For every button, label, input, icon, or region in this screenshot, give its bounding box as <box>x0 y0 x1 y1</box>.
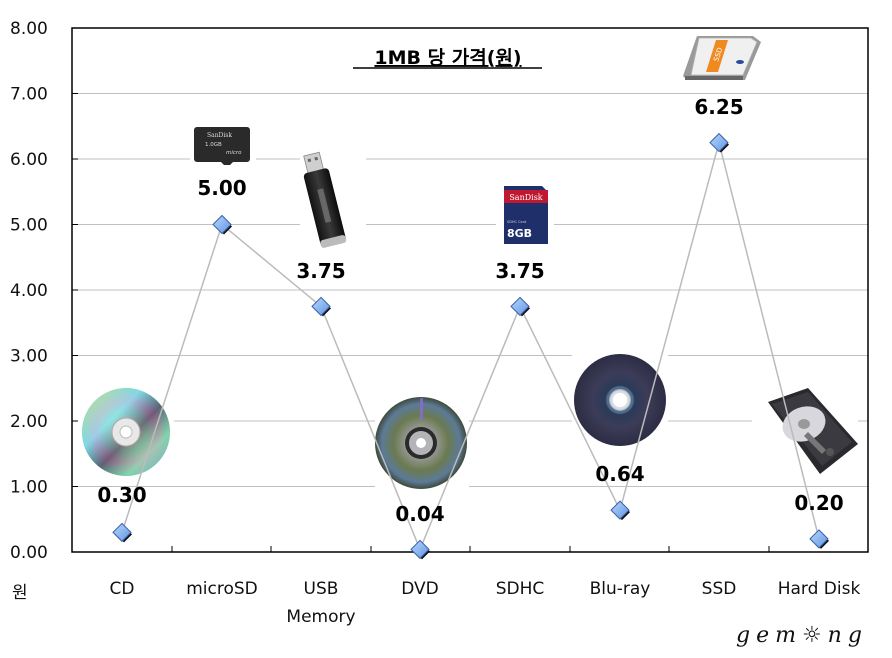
microsd-type: micro <box>226 150 242 156</box>
x-tick-label-usb-memory-line1: USB <box>304 579 339 599</box>
data-label-microsd: 5.00 <box>197 176 246 200</box>
data-point-bluray[interactable] <box>610 500 630 521</box>
sdhc-type: SDHC Card <box>507 220 526 224</box>
y-tick-label: 8.00 <box>10 19 48 39</box>
data-label-usb-memory: 3.75 <box>296 259 345 283</box>
series-line <box>121 139 820 552</box>
data-label-dvd: 0.04 <box>395 502 444 526</box>
data-point-microsd[interactable] <box>212 214 232 235</box>
chart-title: 1MB 당 가격(원) <box>374 47 521 69</box>
y-tick-label: 1.00 <box>10 478 48 498</box>
data-labels: 0.30 5.00 3.75 0.04 3.75 0.64 6.25 0.20 <box>97 95 843 526</box>
microsd-card-icon: SanDisk 1.0GB micro <box>190 124 256 166</box>
data-point-sdhc[interactable] <box>510 296 530 317</box>
data-point-ssd[interactable] <box>709 132 729 153</box>
x-tick-label-bluray: Blu-ray <box>590 579 651 599</box>
x-tick-label-cd: CD <box>110 579 135 599</box>
hard-disk-drive-icon <box>752 386 858 484</box>
x-tick-label-dvd: DVD <box>401 579 439 599</box>
microsd-brand: SanDisk <box>207 132 232 139</box>
microsd-capacity: 1.0GB <box>205 142 222 148</box>
dvd-disc-icon <box>375 397 469 490</box>
y-axis-labels: 0.00 1.00 2.00 3.00 4.00 5.00 6.00 7.00 … <box>10 19 48 563</box>
data-point-cd[interactable] <box>112 522 132 543</box>
series-markers <box>112 132 829 560</box>
y-tick-label: 0.00 <box>10 543 48 563</box>
x-axis-ticks <box>171 546 770 552</box>
sdhc-brand: SanDisk <box>509 193 542 202</box>
y-tick-label: 4.00 <box>10 281 48 301</box>
x-axis-labels: CD microSD USB Memory DVD SDHC Blu-ray S… <box>110 579 861 627</box>
data-point-dvd[interactable] <box>410 539 430 560</box>
x-tick-label-microsd: microSD <box>186 579 258 599</box>
data-label-cd: 0.30 <box>97 483 146 507</box>
x-tick-label-ssd: SSD <box>702 579 737 599</box>
sdhc-card-icon: SanDisk SDHC Card 8GB <box>496 184 554 246</box>
data-label-bluray: 0.64 <box>595 462 644 486</box>
data-label-hard-disk: 0.20 <box>794 491 843 515</box>
x-tick-label-sdhc: SDHC <box>496 579 545 599</box>
y-unit-label: 원 <box>12 583 28 603</box>
usb-flash-drive-icon <box>300 150 366 250</box>
bluray-disc-icon <box>572 352 668 448</box>
cd-disc-icon <box>78 384 174 480</box>
y-axis-ticks <box>72 93 78 487</box>
y-tick-label: 6.00 <box>10 150 48 170</box>
data-point-usb-memory[interactable] <box>311 296 331 317</box>
data-label-ssd: 6.25 <box>694 95 743 119</box>
y-tick-label: 5.00 <box>10 216 48 236</box>
watermark-signature: gem☼ng <box>736 623 868 648</box>
data-point-hard-disk[interactable] <box>809 529 829 549</box>
sdhc-capacity: 8GB <box>507 227 532 240</box>
y-tick-label: 3.00 <box>10 347 48 367</box>
x-tick-label-usb-memory-line2: Memory <box>286 607 355 627</box>
y-tick-label: 2.00 <box>10 412 48 432</box>
ssd-drive-icon: SSD <box>680 30 762 88</box>
y-tick-label: 7.00 <box>10 85 48 105</box>
data-label-sdhc: 3.75 <box>495 259 544 283</box>
x-tick-label-hard-disk: Hard Disk <box>778 579 861 599</box>
